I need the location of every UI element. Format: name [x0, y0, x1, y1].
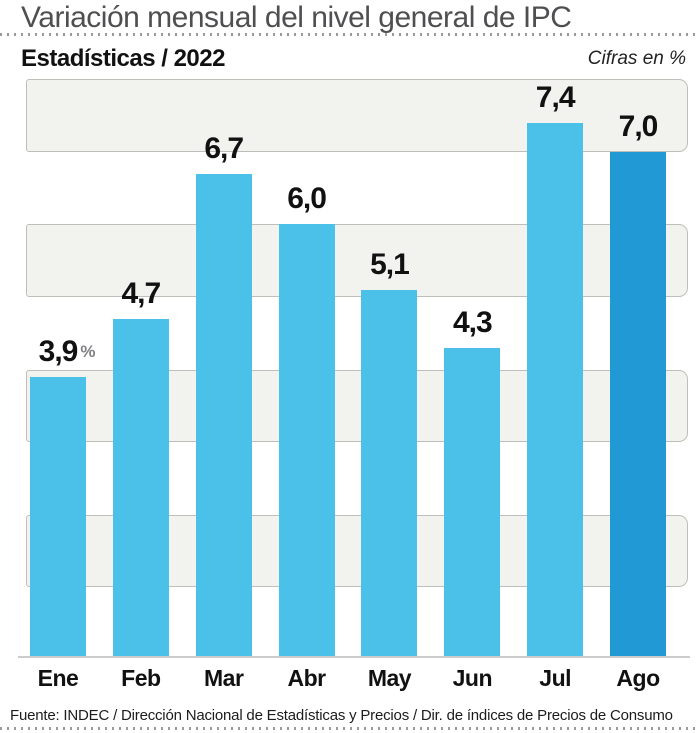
x-tick-abr: Abr	[287, 665, 327, 691]
value-label: 5,1	[370, 247, 410, 281]
page-title: Variación mensual del nivel general de I…	[21, 1, 572, 34]
value-label: 7,0	[618, 109, 659, 143]
units-label: Cifras en %	[587, 48, 686, 69]
value-label: 6,7	[204, 131, 244, 165]
x-tick-ago: Ago	[616, 665, 660, 691]
bar-mar	[195, 173, 252, 656]
value-label: 6,0	[287, 182, 327, 216]
x-tick-may: May	[367, 665, 412, 691]
bar-may	[361, 289, 418, 656]
chart-baseline	[18, 656, 690, 658]
value-label: 4,7	[121, 276, 162, 310]
bar-jun	[444, 347, 501, 656]
x-tick-ene: Ene	[37, 665, 79, 691]
percent-suffix: %	[80, 341, 96, 361]
dotted-divider-top	[0, 33, 698, 36]
value-label: 4,3	[452, 305, 493, 339]
section-label: Estadísticas / 2022	[21, 45, 225, 72]
dotted-divider-bottom	[0, 727, 698, 730]
source-note: Fuente: INDEC / Dirección Nacional de Es…	[10, 707, 673, 724]
bar-ene	[30, 376, 86, 656]
bar-abr	[278, 224, 335, 656]
x-tick-jul: Jul	[539, 665, 572, 691]
bar-feb	[112, 318, 169, 656]
bar-ago	[610, 151, 667, 656]
x-tick-feb: Feb	[121, 665, 161, 691]
value-label: 3,9%	[38, 334, 96, 368]
value-label: 7,4	[535, 80, 576, 114]
grid-band	[26, 79, 688, 152]
x-tick-mar: Mar	[204, 665, 244, 691]
x-tick-jun: Jun	[452, 665, 493, 691]
bar-jul	[527, 122, 584, 656]
